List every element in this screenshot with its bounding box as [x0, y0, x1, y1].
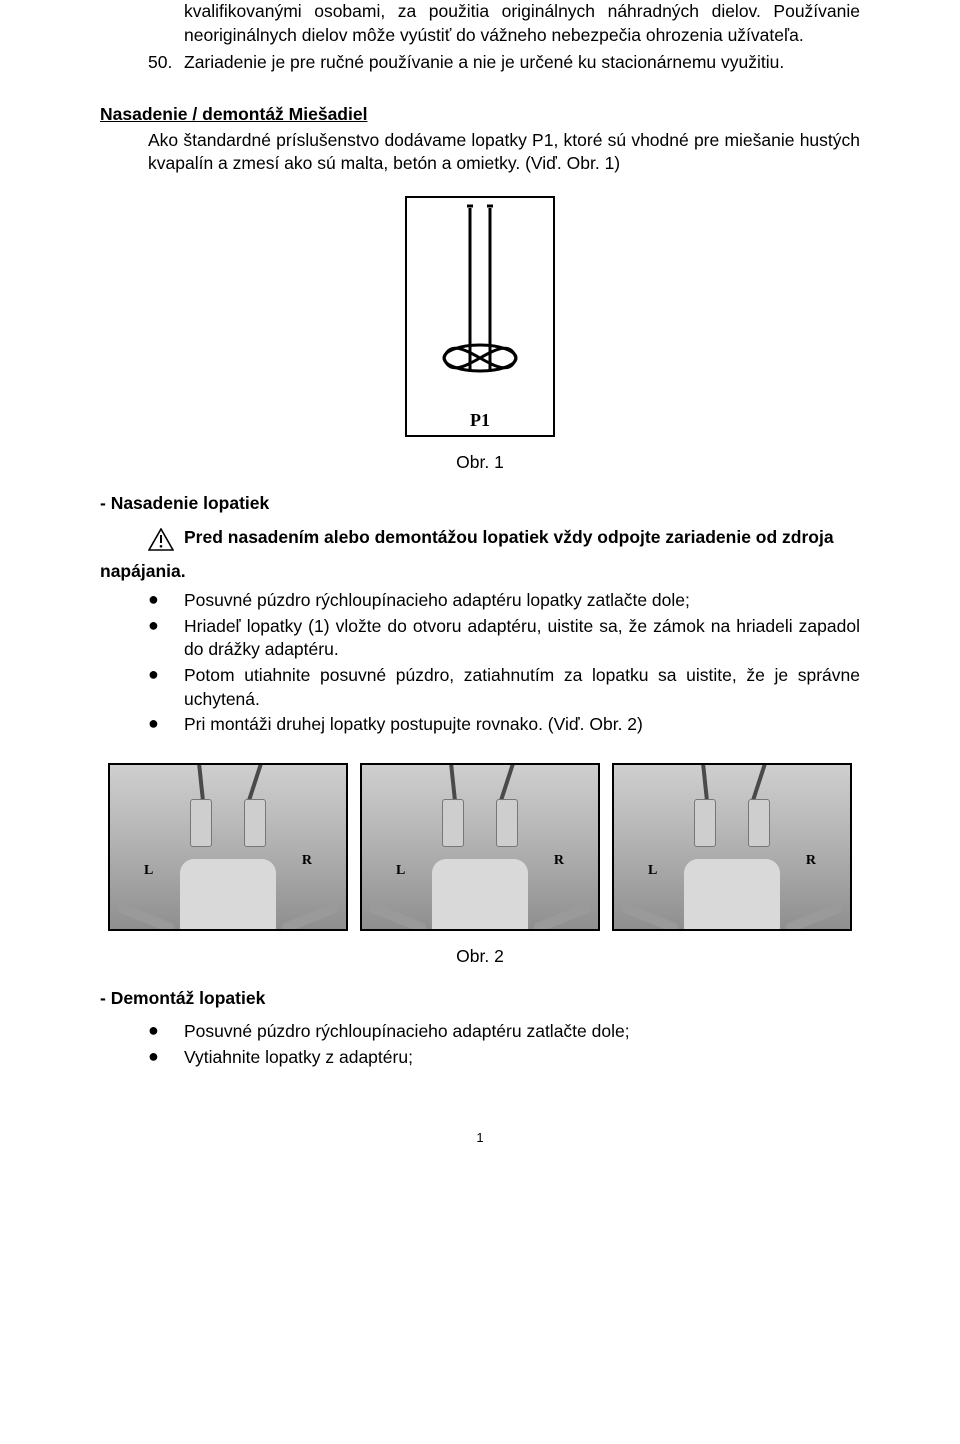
- bullet-text: Posuvné púzdro rýchloupínacieho adaptéru…: [184, 589, 860, 613]
- bullet-item: ● Potom utiahnite posuvné púzdro, zatiah…: [100, 664, 860, 711]
- bullet-icon: ●: [148, 713, 184, 737]
- section-body: Ako štandardné príslušenstvo dodávame lo…: [100, 129, 860, 176]
- warning-block: Pred nasadením alebo demontážou lopatiek…: [100, 526, 860, 558]
- warning-icon: [148, 528, 174, 558]
- bullet-text: Pri montáži druhej lopatky postupujte ro…: [184, 713, 860, 737]
- list-number: 50.: [148, 51, 184, 75]
- label-L: L: [648, 862, 657, 881]
- bullet-item: ● Hriadeľ lopatky (1) vložte do otvoru a…: [100, 615, 860, 662]
- label-R: R: [554, 852, 564, 871]
- bullet-text: Posuvné púzdro rýchloupínacieho adaptéru…: [184, 1020, 860, 1044]
- bullet-text: Potom utiahnite posuvné púzdro, zatiahnu…: [184, 664, 860, 711]
- figure-2-row: L R L R L R: [100, 763, 860, 931]
- figure-2-photo-2: L R: [360, 763, 600, 931]
- figure-2-photo-1: L R: [108, 763, 348, 931]
- bullet-icon: ●: [148, 664, 184, 711]
- paragraph-49-continued: kvalifikovanými osobami, za použitia ori…: [100, 0, 860, 47]
- figure-1-caption: Obr. 1: [100, 451, 860, 475]
- bullet-item: ● Pri montáži druhej lopatky postupujte …: [100, 713, 860, 737]
- bullet-item: ● Posuvné púzdro rýchloupínacieho adapté…: [100, 589, 860, 613]
- bullet-icon: ●: [148, 589, 184, 613]
- label-R: R: [806, 852, 816, 871]
- figure-1-label: P1: [425, 408, 535, 432]
- warning-text: Pred nasadením alebo demontážou lopatiek…: [184, 526, 860, 550]
- sub-heading-demontaz-lopatiek: - Demontáž lopatiek: [100, 987, 860, 1011]
- list-text: Zariadenie je pre ručné používanie a nie…: [184, 51, 860, 75]
- warning-text-cont: napájania.: [100, 560, 860, 584]
- bullet-icon: ●: [148, 615, 184, 662]
- label-L: L: [144, 862, 153, 881]
- bullet-icon: ●: [148, 1046, 184, 1070]
- mixer-paddle-icon: [425, 204, 535, 404]
- bullet-item: ● Posuvné púzdro rýchloupínacieho adapté…: [100, 1020, 860, 1044]
- page-number: 1: [100, 1129, 860, 1147]
- figure-2-caption: Obr. 2: [100, 945, 860, 969]
- figure-1-box: P1: [405, 196, 555, 437]
- figure-2-photo-3: L R: [612, 763, 852, 931]
- label-R: R: [302, 852, 312, 871]
- bullet-text: Vytiahnite lopatky z adaptéru;: [184, 1046, 860, 1070]
- section-heading-nasadenie: Nasadenie / demontáž Miešadiel: [100, 103, 860, 127]
- bullet-text: Hriadeľ lopatky (1) vložte do otvoru ada…: [184, 615, 860, 662]
- figure-1: P1: [100, 196, 860, 437]
- list-item-50: 50. Zariadenie je pre ručné používanie a…: [100, 51, 860, 75]
- sub-heading-nasadenie-lopatiek: - Nasadenie lopatiek: [100, 492, 860, 516]
- label-L: L: [396, 862, 405, 881]
- bullet-icon: ●: [148, 1020, 184, 1044]
- bullet-item: ● Vytiahnite lopatky z adaptéru;: [100, 1046, 860, 1070]
